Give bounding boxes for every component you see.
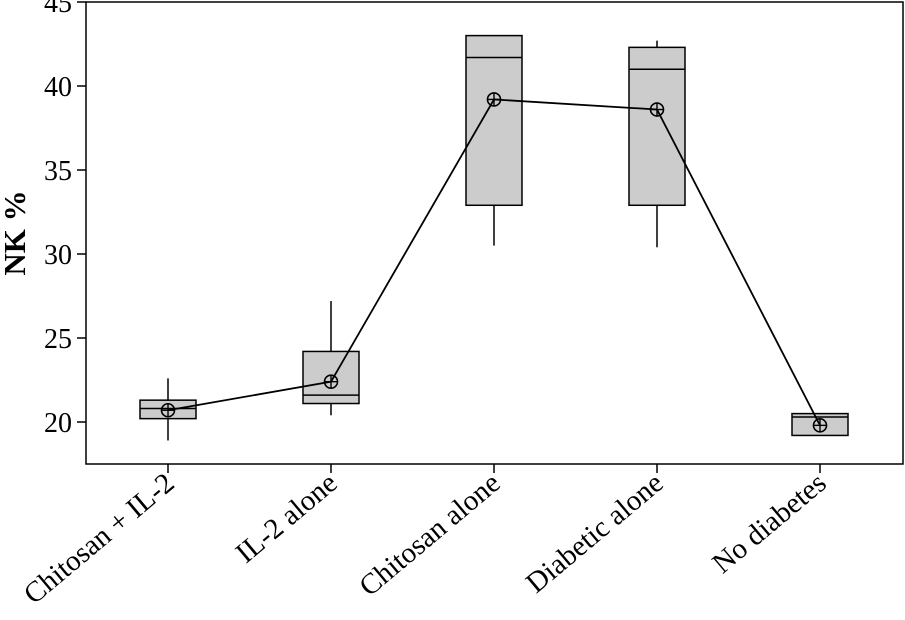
y-tick-label: 25 [44, 324, 72, 355]
mean-marker [649, 102, 665, 117]
box-body [465, 34, 523, 207]
mean-marker [812, 418, 828, 433]
boxes-layer [139, 34, 849, 441]
box-3 [465, 34, 523, 246]
box-4 [628, 40, 686, 248]
y-tick-label: 40 [44, 72, 72, 103]
mean-marker [323, 374, 339, 389]
y-axis-title: NK % [0, 190, 32, 275]
mean-marker [486, 92, 502, 107]
y-axis: 20 25 30 35 40 45 [44, 0, 86, 439]
mean-line-layer [160, 92, 828, 433]
y-tick-label: 45 [44, 0, 72, 19]
y-tick-label: 30 [44, 240, 72, 271]
y-tick-label: 35 [44, 156, 72, 187]
y-tick-label: 20 [44, 408, 72, 439]
box-body [628, 46, 686, 207]
mean-marker [160, 402, 176, 418]
